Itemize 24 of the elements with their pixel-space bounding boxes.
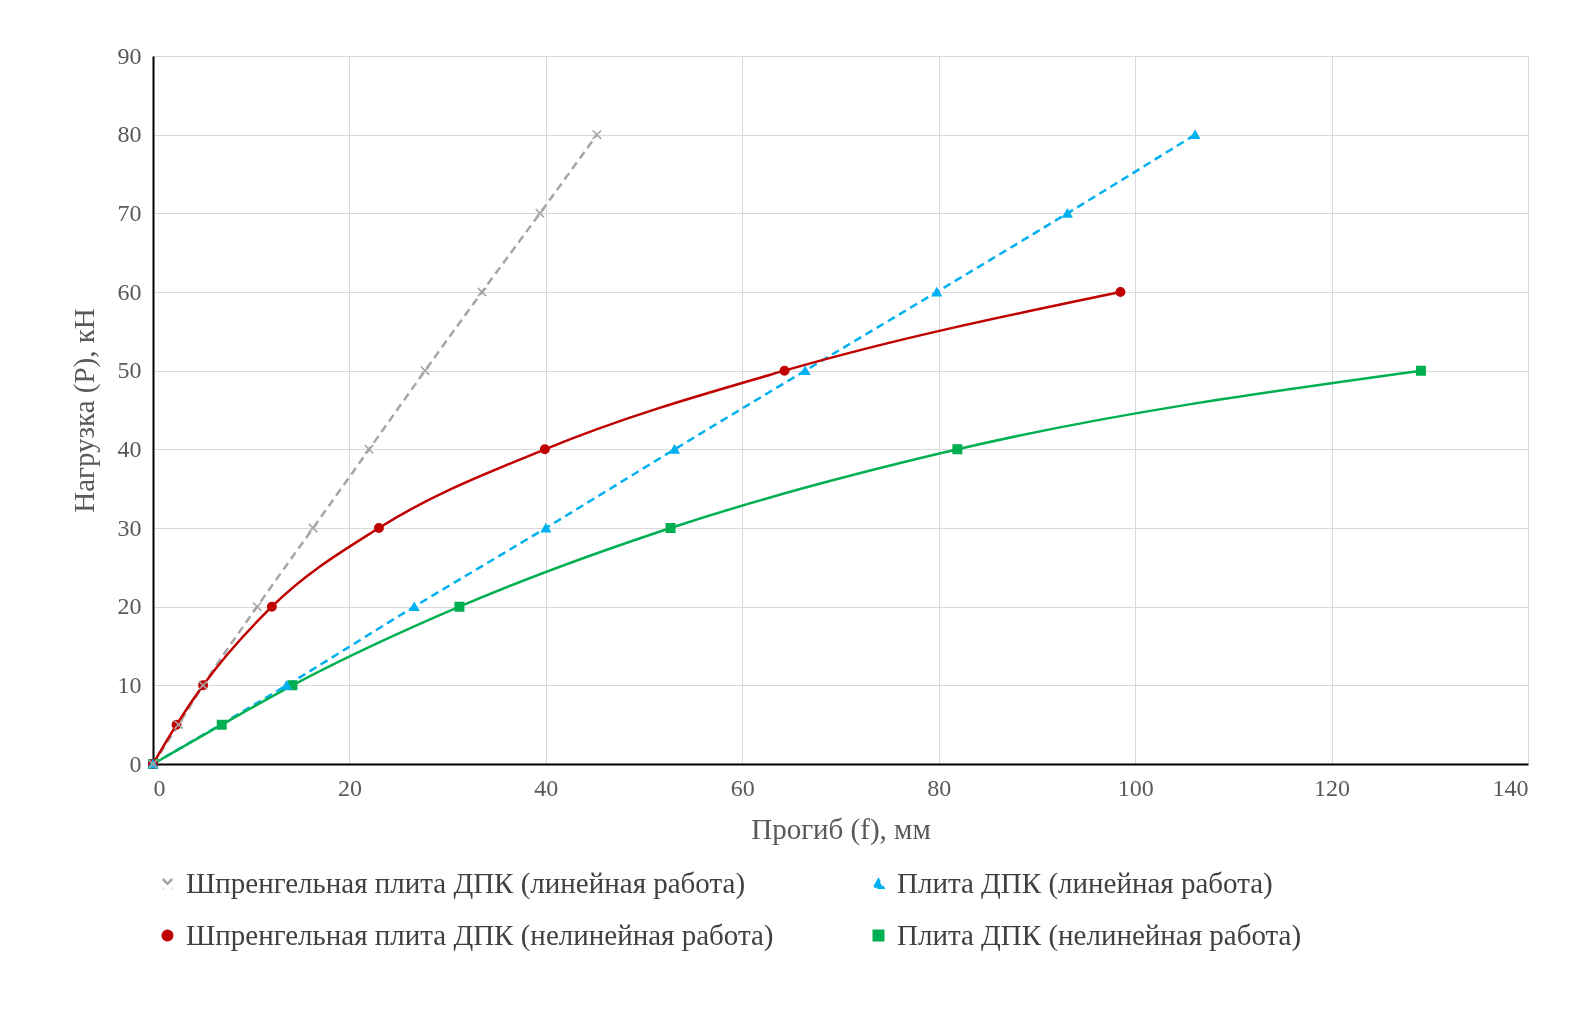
y-tick-label: 20 — [117, 593, 142, 620]
x-tick-label: 40 — [534, 774, 559, 801]
y-tick-label: 90 — [117, 42, 142, 69]
y-tick-label: 40 — [117, 435, 142, 462]
y-tick-label: 60 — [117, 278, 142, 305]
x-tick-label: 100 — [1117, 774, 1154, 801]
x-tick-label: 20 — [337, 774, 362, 801]
x-tick-label: 80 — [927, 774, 952, 801]
x-tick-label: 140 — [1492, 774, 1529, 801]
legend-label: Плита ДПК (линейная работа) — [897, 866, 1273, 900]
x-tick-label: 120 — [1314, 774, 1351, 801]
y-tick-label: 50 — [117, 357, 142, 384]
y-tick-label: 0 — [129, 750, 142, 777]
y-tick-label: 10 — [117, 671, 142, 698]
legend-label: Шпренгельная плита ДПК (нелинейная работа) — [186, 918, 774, 952]
y-tick-label: 70 — [117, 199, 142, 226]
x-axis-title: Прогиб (f), мм — [751, 812, 931, 846]
y-axis-title: Нагрузка (P), кН — [67, 308, 101, 513]
legend-label: Шпренгельная плита ДПК (линейная работа) — [186, 866, 746, 900]
x-tick-label: 60 — [730, 774, 755, 801]
legend-label: Плита ДПК (нелинейная работа) — [897, 918, 1302, 952]
x-tick-label: 0 — [153, 774, 166, 801]
y-tick-label: 30 — [117, 514, 142, 541]
y-tick-label: 80 — [117, 121, 142, 148]
